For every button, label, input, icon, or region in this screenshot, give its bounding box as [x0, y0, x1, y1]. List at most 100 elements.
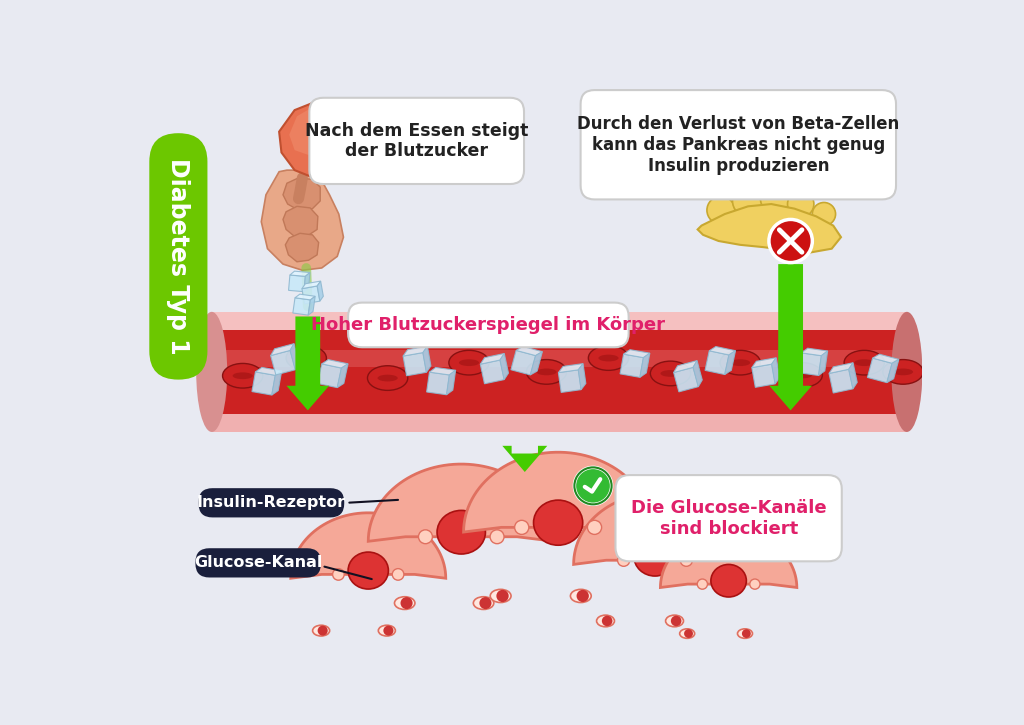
FancyBboxPatch shape	[738, 312, 804, 330]
FancyBboxPatch shape	[336, 312, 400, 330]
Polygon shape	[280, 102, 345, 178]
Polygon shape	[511, 350, 536, 375]
Circle shape	[479, 597, 492, 609]
Polygon shape	[530, 352, 543, 375]
Polygon shape	[752, 357, 776, 368]
Circle shape	[761, 184, 790, 213]
Polygon shape	[867, 358, 892, 383]
Ellipse shape	[286, 346, 327, 370]
Polygon shape	[640, 353, 650, 377]
Polygon shape	[725, 351, 735, 375]
Ellipse shape	[197, 312, 227, 432]
Polygon shape	[429, 368, 456, 375]
FancyBboxPatch shape	[836, 416, 893, 431]
Ellipse shape	[597, 615, 614, 627]
FancyArrow shape	[212, 312, 907, 330]
FancyBboxPatch shape	[581, 90, 896, 199]
Circle shape	[392, 568, 403, 580]
Polygon shape	[772, 357, 779, 384]
Ellipse shape	[394, 597, 415, 610]
Ellipse shape	[793, 372, 812, 378]
FancyBboxPatch shape	[436, 312, 502, 330]
Ellipse shape	[378, 625, 395, 636]
Ellipse shape	[537, 368, 557, 376]
Ellipse shape	[459, 360, 479, 366]
Ellipse shape	[666, 615, 683, 627]
Polygon shape	[308, 297, 315, 315]
FancyBboxPatch shape	[234, 312, 300, 330]
Ellipse shape	[782, 362, 822, 387]
Circle shape	[602, 616, 612, 626]
Circle shape	[812, 202, 836, 225]
Polygon shape	[887, 360, 899, 383]
Polygon shape	[317, 364, 341, 388]
Ellipse shape	[490, 589, 511, 602]
Polygon shape	[337, 364, 348, 388]
Polygon shape	[293, 298, 310, 315]
Text: Durch den Verlust von Beta-Zellen
kann das Pankreas nicht genug
Insulin produzie: Durch den Verlust von Beta-Zellen kann d…	[578, 115, 899, 175]
Polygon shape	[818, 351, 827, 376]
FancyBboxPatch shape	[742, 416, 800, 431]
FancyBboxPatch shape	[638, 312, 703, 330]
Ellipse shape	[378, 375, 397, 381]
Circle shape	[419, 530, 432, 544]
Polygon shape	[302, 281, 321, 289]
Ellipse shape	[634, 536, 676, 576]
Polygon shape	[403, 352, 426, 376]
FancyBboxPatch shape	[541, 416, 598, 431]
Ellipse shape	[222, 363, 263, 388]
Polygon shape	[697, 204, 841, 252]
Polygon shape	[283, 207, 317, 237]
Polygon shape	[271, 371, 282, 395]
Polygon shape	[660, 530, 797, 587]
Circle shape	[497, 590, 509, 602]
Circle shape	[383, 626, 393, 636]
Ellipse shape	[437, 510, 485, 554]
Ellipse shape	[589, 346, 629, 370]
Polygon shape	[829, 362, 853, 373]
FancyBboxPatch shape	[831, 312, 897, 330]
Polygon shape	[579, 364, 586, 389]
FancyArrow shape	[212, 414, 907, 431]
Polygon shape	[849, 362, 857, 389]
Polygon shape	[369, 464, 554, 542]
Circle shape	[750, 579, 760, 589]
FancyBboxPatch shape	[538, 312, 602, 330]
Polygon shape	[304, 273, 310, 291]
Ellipse shape	[348, 552, 388, 589]
Circle shape	[574, 468, 611, 505]
Ellipse shape	[232, 373, 253, 379]
FancyBboxPatch shape	[199, 488, 344, 518]
Circle shape	[769, 220, 812, 262]
FancyBboxPatch shape	[348, 302, 629, 347]
Ellipse shape	[534, 500, 583, 545]
Ellipse shape	[680, 629, 694, 638]
Polygon shape	[252, 372, 275, 395]
Polygon shape	[302, 286, 319, 304]
Text: Insulin-Rezeptor: Insulin-Rezeptor	[197, 495, 346, 510]
Polygon shape	[270, 344, 294, 355]
Ellipse shape	[730, 360, 751, 366]
Circle shape	[684, 629, 693, 638]
FancyBboxPatch shape	[150, 133, 208, 380]
Ellipse shape	[720, 350, 761, 375]
FancyBboxPatch shape	[309, 98, 524, 184]
Ellipse shape	[660, 370, 681, 377]
Polygon shape	[621, 354, 643, 377]
Polygon shape	[558, 370, 582, 392]
Polygon shape	[752, 364, 775, 387]
Ellipse shape	[473, 597, 494, 610]
Polygon shape	[270, 350, 295, 375]
FancyBboxPatch shape	[440, 416, 498, 431]
Ellipse shape	[883, 360, 924, 384]
Polygon shape	[674, 360, 697, 373]
Circle shape	[680, 554, 692, 566]
Ellipse shape	[893, 368, 913, 376]
Circle shape	[617, 554, 630, 566]
Circle shape	[490, 530, 504, 544]
Polygon shape	[706, 351, 729, 375]
Text: Glucose-Kanal: Glucose-Kanal	[194, 555, 323, 571]
Ellipse shape	[737, 629, 753, 638]
Polygon shape	[427, 372, 450, 394]
Polygon shape	[289, 109, 331, 154]
